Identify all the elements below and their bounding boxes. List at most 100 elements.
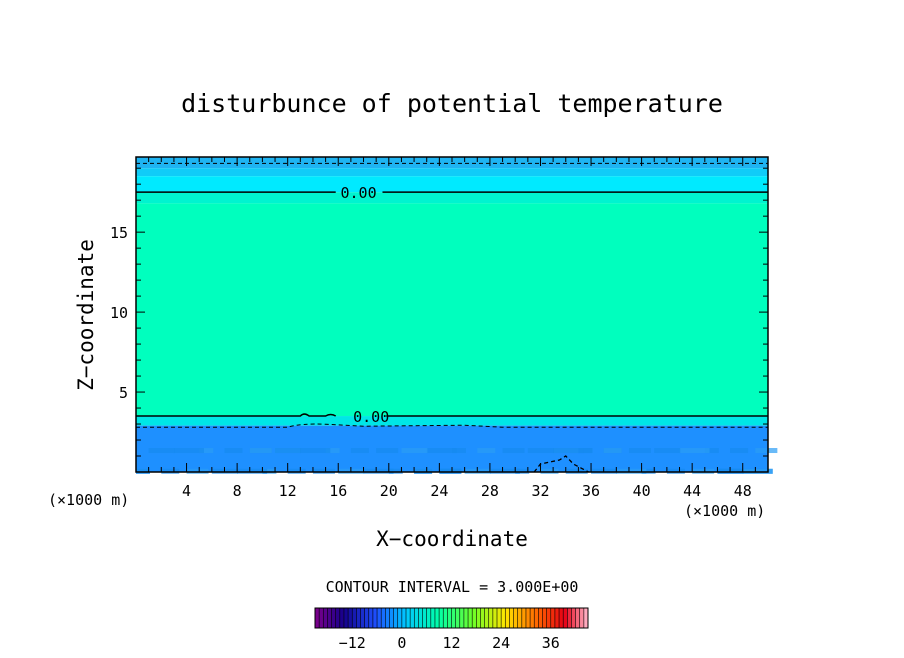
colorbar-cell	[372, 608, 378, 628]
fill-band-4	[136, 203, 768, 417]
colorbar-cell	[476, 608, 481, 628]
texture-patch	[679, 448, 710, 454]
colorbar-cell	[343, 608, 349, 628]
x-tick-label: 36	[582, 482, 600, 500]
chart-title: disturbunce of potential temperature	[181, 89, 723, 118]
texture-patch	[704, 448, 719, 454]
colorbar-cell	[418, 608, 423, 628]
fill-band-2	[136, 176, 768, 193]
colorbar-tick-label: 24	[492, 634, 510, 652]
contour-line-3	[136, 423, 768, 428]
colorbar-cell	[348, 608, 353, 628]
texture-patch	[578, 448, 593, 454]
colorbar-cell	[579, 608, 585, 628]
colorbar-cell	[559, 608, 564, 628]
colorbar-cell	[323, 608, 328, 628]
colorbar-cell	[542, 608, 547, 628]
x-tick-label: 28	[481, 482, 499, 500]
x-tick-label: 40	[633, 482, 651, 500]
texture-patch	[452, 448, 466, 454]
colorbar-cell	[426, 608, 432, 628]
colorbar-cell	[335, 608, 341, 628]
y-tick-label: 5	[119, 384, 128, 402]
colorbar-cell	[468, 608, 473, 628]
colorbar-cell	[472, 608, 477, 628]
colorbar-cell	[368, 608, 374, 628]
texture-patch	[628, 448, 651, 454]
texture-patch	[730, 448, 749, 454]
x-unit-left: (×1000 m)	[48, 491, 129, 509]
texture-patch	[553, 448, 584, 454]
contour-lines: 0.00 0.00	[136, 162, 768, 473]
colorbar-cell	[443, 608, 448, 628]
colorbar-tick-label: 36	[542, 634, 560, 652]
contour-label-0: 0.00	[340, 184, 376, 202]
texture-patch	[199, 448, 214, 454]
colorbar-cell	[422, 608, 427, 628]
colorbar-frame	[314, 607, 589, 629]
texture-patch	[654, 448, 681, 454]
colorbar-cell	[389, 608, 394, 628]
colorbar-cell	[501, 608, 506, 628]
texture-patch	[300, 448, 331, 454]
texture-patch	[249, 448, 272, 454]
x-tick-label: 8	[233, 482, 242, 500]
x-axis-label: X−coordinate	[376, 527, 528, 551]
texture-patch	[224, 448, 243, 454]
texture-patch	[755, 448, 778, 454]
colorbar-cell	[563, 608, 568, 628]
colorbar-cell	[315, 608, 320, 628]
texture-patch	[603, 448, 622, 454]
colorbar-cell	[575, 608, 581, 628]
texture-patch	[502, 448, 525, 454]
colorbar-cell	[451, 608, 456, 628]
colorbar-cell	[414, 608, 419, 628]
contour-interval-text: CONTOUR INTERVAL = 3.000E+00	[326, 578, 579, 596]
colorbar-cell	[360, 608, 365, 628]
colorbar-cell	[534, 608, 539, 628]
colorbar-cell	[439, 608, 444, 628]
contour-line-1	[136, 413, 768, 417]
y-tick-label: 15	[110, 224, 128, 242]
colorbar-cell	[521, 608, 527, 628]
colorbar-cell	[550, 608, 556, 628]
colorbar-cell	[492, 608, 498, 628]
colorbar-cell	[410, 608, 415, 628]
x-tick-label: 20	[380, 482, 398, 500]
y-tick-label: 10	[110, 304, 128, 322]
contour-label-1: 0.00	[353, 408, 389, 426]
colorbar-cell	[339, 608, 345, 628]
colorbar-cell	[567, 608, 572, 628]
x-tick-label: 12	[279, 482, 297, 500]
fill-band-0	[136, 157, 768, 169]
texture-patch	[477, 448, 496, 454]
fill-band-5	[136, 416, 768, 426]
colorbar-cell	[393, 608, 399, 628]
texture-patch	[376, 448, 399, 454]
colorbar-cell	[459, 608, 465, 628]
colorbar-cell	[571, 608, 576, 628]
texture-patch	[350, 448, 369, 454]
colorbar-cell	[480, 608, 485, 628]
colorbar-cell	[319, 608, 324, 628]
colorbar-cell	[509, 608, 514, 628]
colorbar-cell	[484, 608, 490, 628]
x-tick-label: 16	[329, 482, 347, 500]
colorbar-cell	[538, 608, 543, 628]
colorbar-cell	[364, 608, 370, 628]
texture-patch	[401, 448, 428, 454]
colorbar-cell	[554, 608, 560, 628]
fill-band-3	[136, 192, 768, 204]
x-tick-label: 4	[182, 482, 191, 500]
colorbar-cell	[497, 608, 502, 628]
colorbar-cell	[530, 608, 535, 628]
colorbar-cell	[406, 608, 411, 628]
x-tick-label: 48	[734, 482, 752, 500]
colorbar-cell	[377, 608, 382, 628]
texture-patch	[275, 448, 302, 454]
colorbar-tick-label: −12	[339, 634, 366, 652]
plot-area	[136, 157, 778, 474]
colorbar-cell	[447, 608, 452, 628]
